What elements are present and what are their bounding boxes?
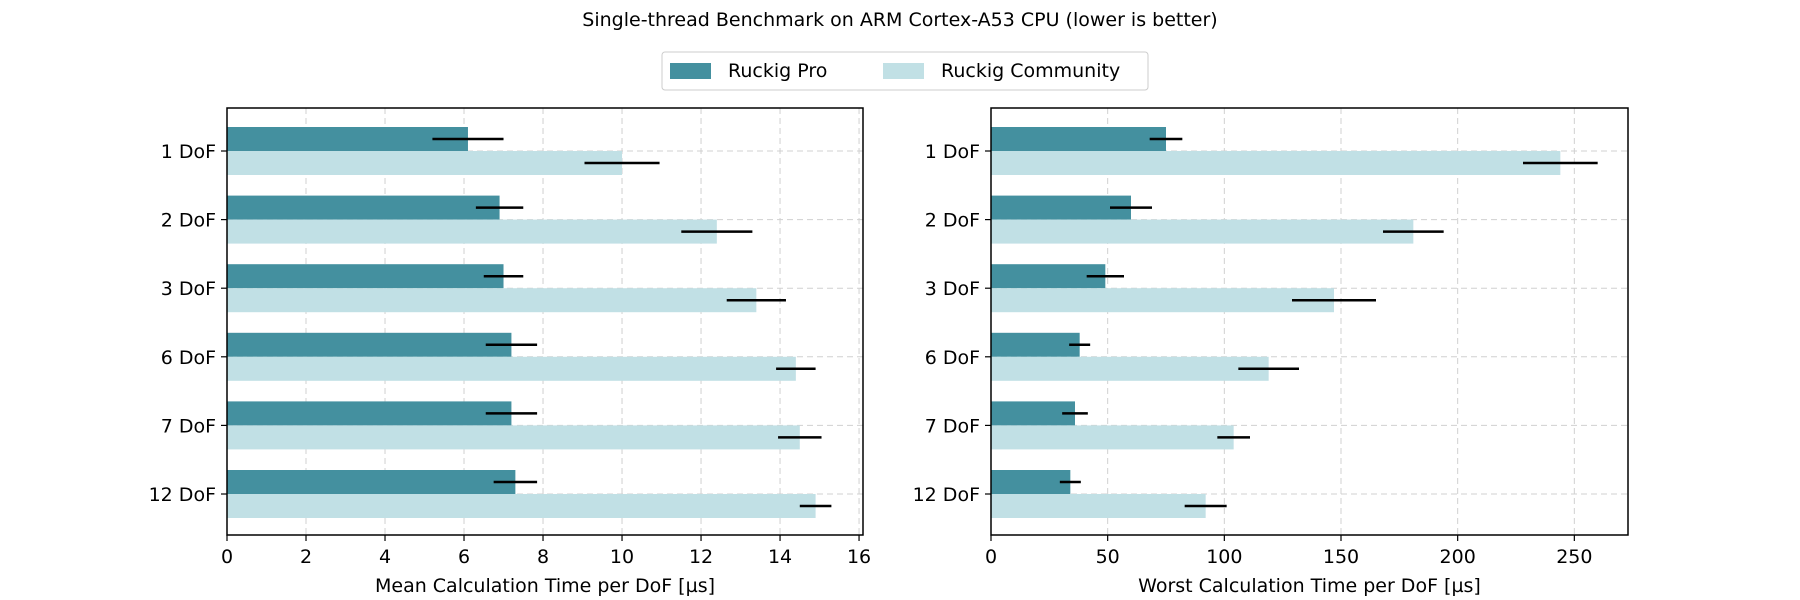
- bar: [991, 470, 1071, 494]
- mean-time-chart: 1 DoF 2 DoF 3 DoF 6 DoF 7 DoF 12 DoF 0 2 4 6 8 10 12…: [149, 107, 871, 597]
- bar: [227, 264, 504, 289]
- x-tick-label: 100: [1206, 546, 1242, 568]
- y-tick-label: 3 DoF: [925, 278, 980, 300]
- legend-label: Ruckig Pro: [728, 60, 827, 82]
- x-tick-label: 50: [1096, 546, 1120, 568]
- legend-swatch: [883, 63, 924, 79]
- bar: [991, 151, 1561, 175]
- x-tick-label: 250: [1556, 546, 1592, 568]
- x-tick-label: 4: [379, 546, 391, 568]
- y-tick-label: 12 DoF: [149, 484, 216, 506]
- bar: [227, 219, 717, 244]
- bar: [227, 127, 468, 151]
- axes-frame: [990, 107, 1629, 536]
- legend: Ruckig Pro Ruckig Community: [661, 51, 1149, 91]
- x-axis-label: Mean Calculation Time per DoF [µs]: [375, 575, 715, 597]
- x-tick-label: 12: [689, 546, 713, 568]
- bar: [227, 356, 796, 381]
- x-tick-label: 16: [847, 546, 871, 568]
- y-tick-label: 6 DoF: [925, 347, 980, 369]
- bar: [991, 127, 1166, 151]
- bar: [227, 151, 623, 175]
- bar: [991, 356, 1269, 381]
- x-tick-label: 6: [458, 546, 470, 568]
- y-tick-label: 3 DoF: [161, 278, 216, 300]
- x-tick-label: 150: [1323, 546, 1359, 568]
- x-axis-label: Worst Calculation Time per DoF [µs]: [1138, 575, 1481, 597]
- x-tick-label: 10: [610, 546, 634, 568]
- bar: [991, 425, 1234, 450]
- y-tick-label: 1 DoF: [161, 141, 216, 163]
- x-tick-label: 14: [768, 546, 792, 568]
- legend-label: Ruckig Community: [941, 60, 1120, 82]
- bar: [227, 401, 512, 426]
- bar: [991, 401, 1075, 426]
- y-tick-label: 7 DoF: [161, 415, 216, 437]
- bar: [227, 425, 800, 450]
- bar: [227, 195, 500, 220]
- bar: [227, 494, 816, 518]
- worst-time-chart: 1 DoF 2 DoF 3 DoF 6 DoF 7 DoF 12 DoF 0 50 100 150…: [913, 107, 1629, 597]
- figure-title: Single-thread Benchmark on ARM Cortex-A5…: [582, 9, 1217, 31]
- x-tick-label: 8: [537, 546, 549, 568]
- axes-frame: [226, 107, 864, 536]
- x-tick-label: 200: [1440, 546, 1476, 568]
- y-tick-label: 6 DoF: [161, 347, 216, 369]
- bar: [227, 332, 512, 357]
- y-tick-label: 2 DoF: [925, 210, 980, 232]
- y-tick-label: 12 DoF: [913, 484, 980, 506]
- x-tick-label: 0: [221, 546, 233, 568]
- bar: [991, 264, 1106, 289]
- y-tick-label: 7 DoF: [925, 415, 980, 437]
- x-tick-label: 0: [985, 546, 997, 568]
- bar: [227, 470, 516, 494]
- y-tick-label: 1 DoF: [925, 141, 980, 163]
- bar: [227, 288, 757, 313]
- legend-swatch: [670, 63, 711, 79]
- bar: [991, 288, 1334, 313]
- bar: [991, 219, 1414, 244]
- y-tick-label: 2 DoF: [161, 210, 216, 232]
- bar: [991, 195, 1131, 220]
- bar: [991, 494, 1206, 518]
- bar: [991, 332, 1080, 357]
- x-tick-label: 2: [300, 546, 312, 568]
